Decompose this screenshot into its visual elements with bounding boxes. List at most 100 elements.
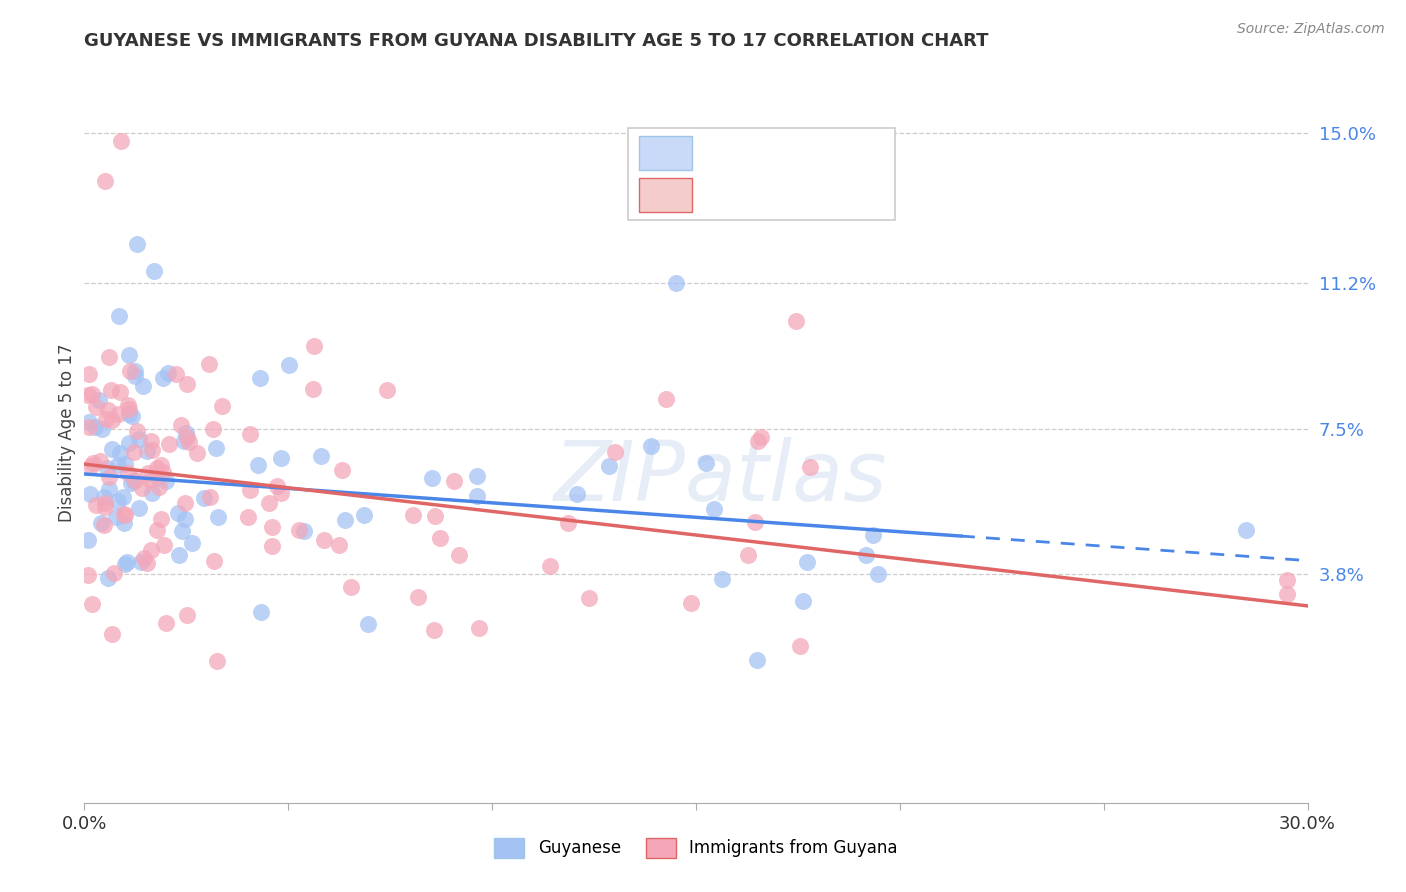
- Point: [598, 458, 620, 473]
- Point: [173, 511, 195, 525]
- Point: [101, 413, 124, 427]
- Point: [89, 454, 111, 468]
- Point: [77, 568, 100, 582]
- Point: [142, 264, 165, 278]
- Point: [100, 384, 122, 398]
- Point: [468, 621, 491, 635]
- Point: [249, 371, 271, 385]
- Point: [77, 368, 100, 382]
- Point: [785, 314, 807, 328]
- Point: [114, 507, 136, 521]
- Point: [603, 445, 626, 459]
- Point: [152, 465, 174, 479]
- Point: [79, 487, 101, 501]
- Point: [205, 654, 228, 668]
- Point: [132, 379, 155, 393]
- Point: [101, 442, 124, 457]
- Point: [173, 496, 195, 510]
- Point: [578, 591, 600, 605]
- Point: [127, 424, 149, 438]
- Point: [96, 461, 118, 475]
- Point: [103, 566, 125, 581]
- Point: [654, 392, 676, 407]
- Point: [294, 524, 316, 539]
- Point: [141, 485, 163, 500]
- FancyBboxPatch shape: [638, 178, 692, 212]
- Point: [107, 407, 129, 421]
- Point: [449, 548, 471, 562]
- Point: [129, 555, 152, 569]
- Point: [112, 516, 135, 530]
- Point: [278, 358, 301, 372]
- Point: [792, 594, 814, 608]
- Point: [565, 487, 588, 501]
- Point: [93, 517, 115, 532]
- Point: [120, 475, 142, 490]
- Point: [737, 548, 759, 562]
- Point: [747, 653, 769, 667]
- Point: [156, 367, 179, 381]
- Point: [557, 516, 579, 530]
- Point: [97, 403, 120, 417]
- Point: [114, 457, 136, 471]
- Point: [868, 566, 890, 581]
- Point: [149, 512, 172, 526]
- Point: [749, 429, 772, 443]
- Point: [180, 536, 202, 550]
- Point: [270, 451, 292, 466]
- Point: [124, 364, 146, 378]
- Point: [93, 490, 115, 504]
- Point: [108, 384, 131, 399]
- Point: [377, 383, 399, 397]
- Point: [100, 627, 122, 641]
- Point: [193, 491, 215, 505]
- Point: [107, 309, 129, 323]
- Point: [165, 368, 187, 382]
- Point: [108, 446, 131, 460]
- Point: [155, 616, 177, 631]
- Point: [117, 407, 139, 421]
- Point: [114, 508, 136, 523]
- Point: [174, 426, 197, 441]
- FancyBboxPatch shape: [628, 128, 896, 220]
- Point: [744, 515, 766, 529]
- Point: [1277, 573, 1299, 587]
- Point: [83, 420, 105, 434]
- Point: [799, 460, 821, 475]
- Text: 79: 79: [844, 145, 868, 162]
- Point: [640, 439, 662, 453]
- Point: [257, 496, 280, 510]
- Point: [118, 348, 141, 362]
- Point: [122, 445, 145, 459]
- Text: -0.227: -0.227: [742, 186, 801, 204]
- Point: [239, 483, 262, 498]
- Point: [87, 393, 110, 408]
- Point: [262, 520, 284, 534]
- Point: [357, 617, 380, 632]
- Point: [98, 351, 121, 365]
- Point: [131, 481, 153, 495]
- Point: [124, 473, 146, 487]
- Point: [186, 446, 208, 460]
- Point: [703, 502, 725, 516]
- Point: [110, 134, 132, 148]
- Point: [333, 513, 356, 527]
- Point: [173, 434, 195, 448]
- Point: [141, 442, 163, 457]
- Text: R =: R =: [703, 145, 742, 162]
- Point: [249, 606, 271, 620]
- Point: [176, 376, 198, 391]
- Text: N =: N =: [807, 186, 846, 204]
- Point: [80, 387, 103, 401]
- Point: [84, 401, 107, 415]
- Point: [146, 523, 169, 537]
- Text: -0.142: -0.142: [742, 145, 800, 162]
- Point: [711, 572, 734, 586]
- Point: [262, 539, 284, 553]
- Point: [301, 382, 323, 396]
- Point: [80, 459, 103, 474]
- Point: [465, 489, 488, 503]
- Point: [202, 554, 225, 568]
- Point: [90, 516, 112, 530]
- Point: [202, 422, 225, 436]
